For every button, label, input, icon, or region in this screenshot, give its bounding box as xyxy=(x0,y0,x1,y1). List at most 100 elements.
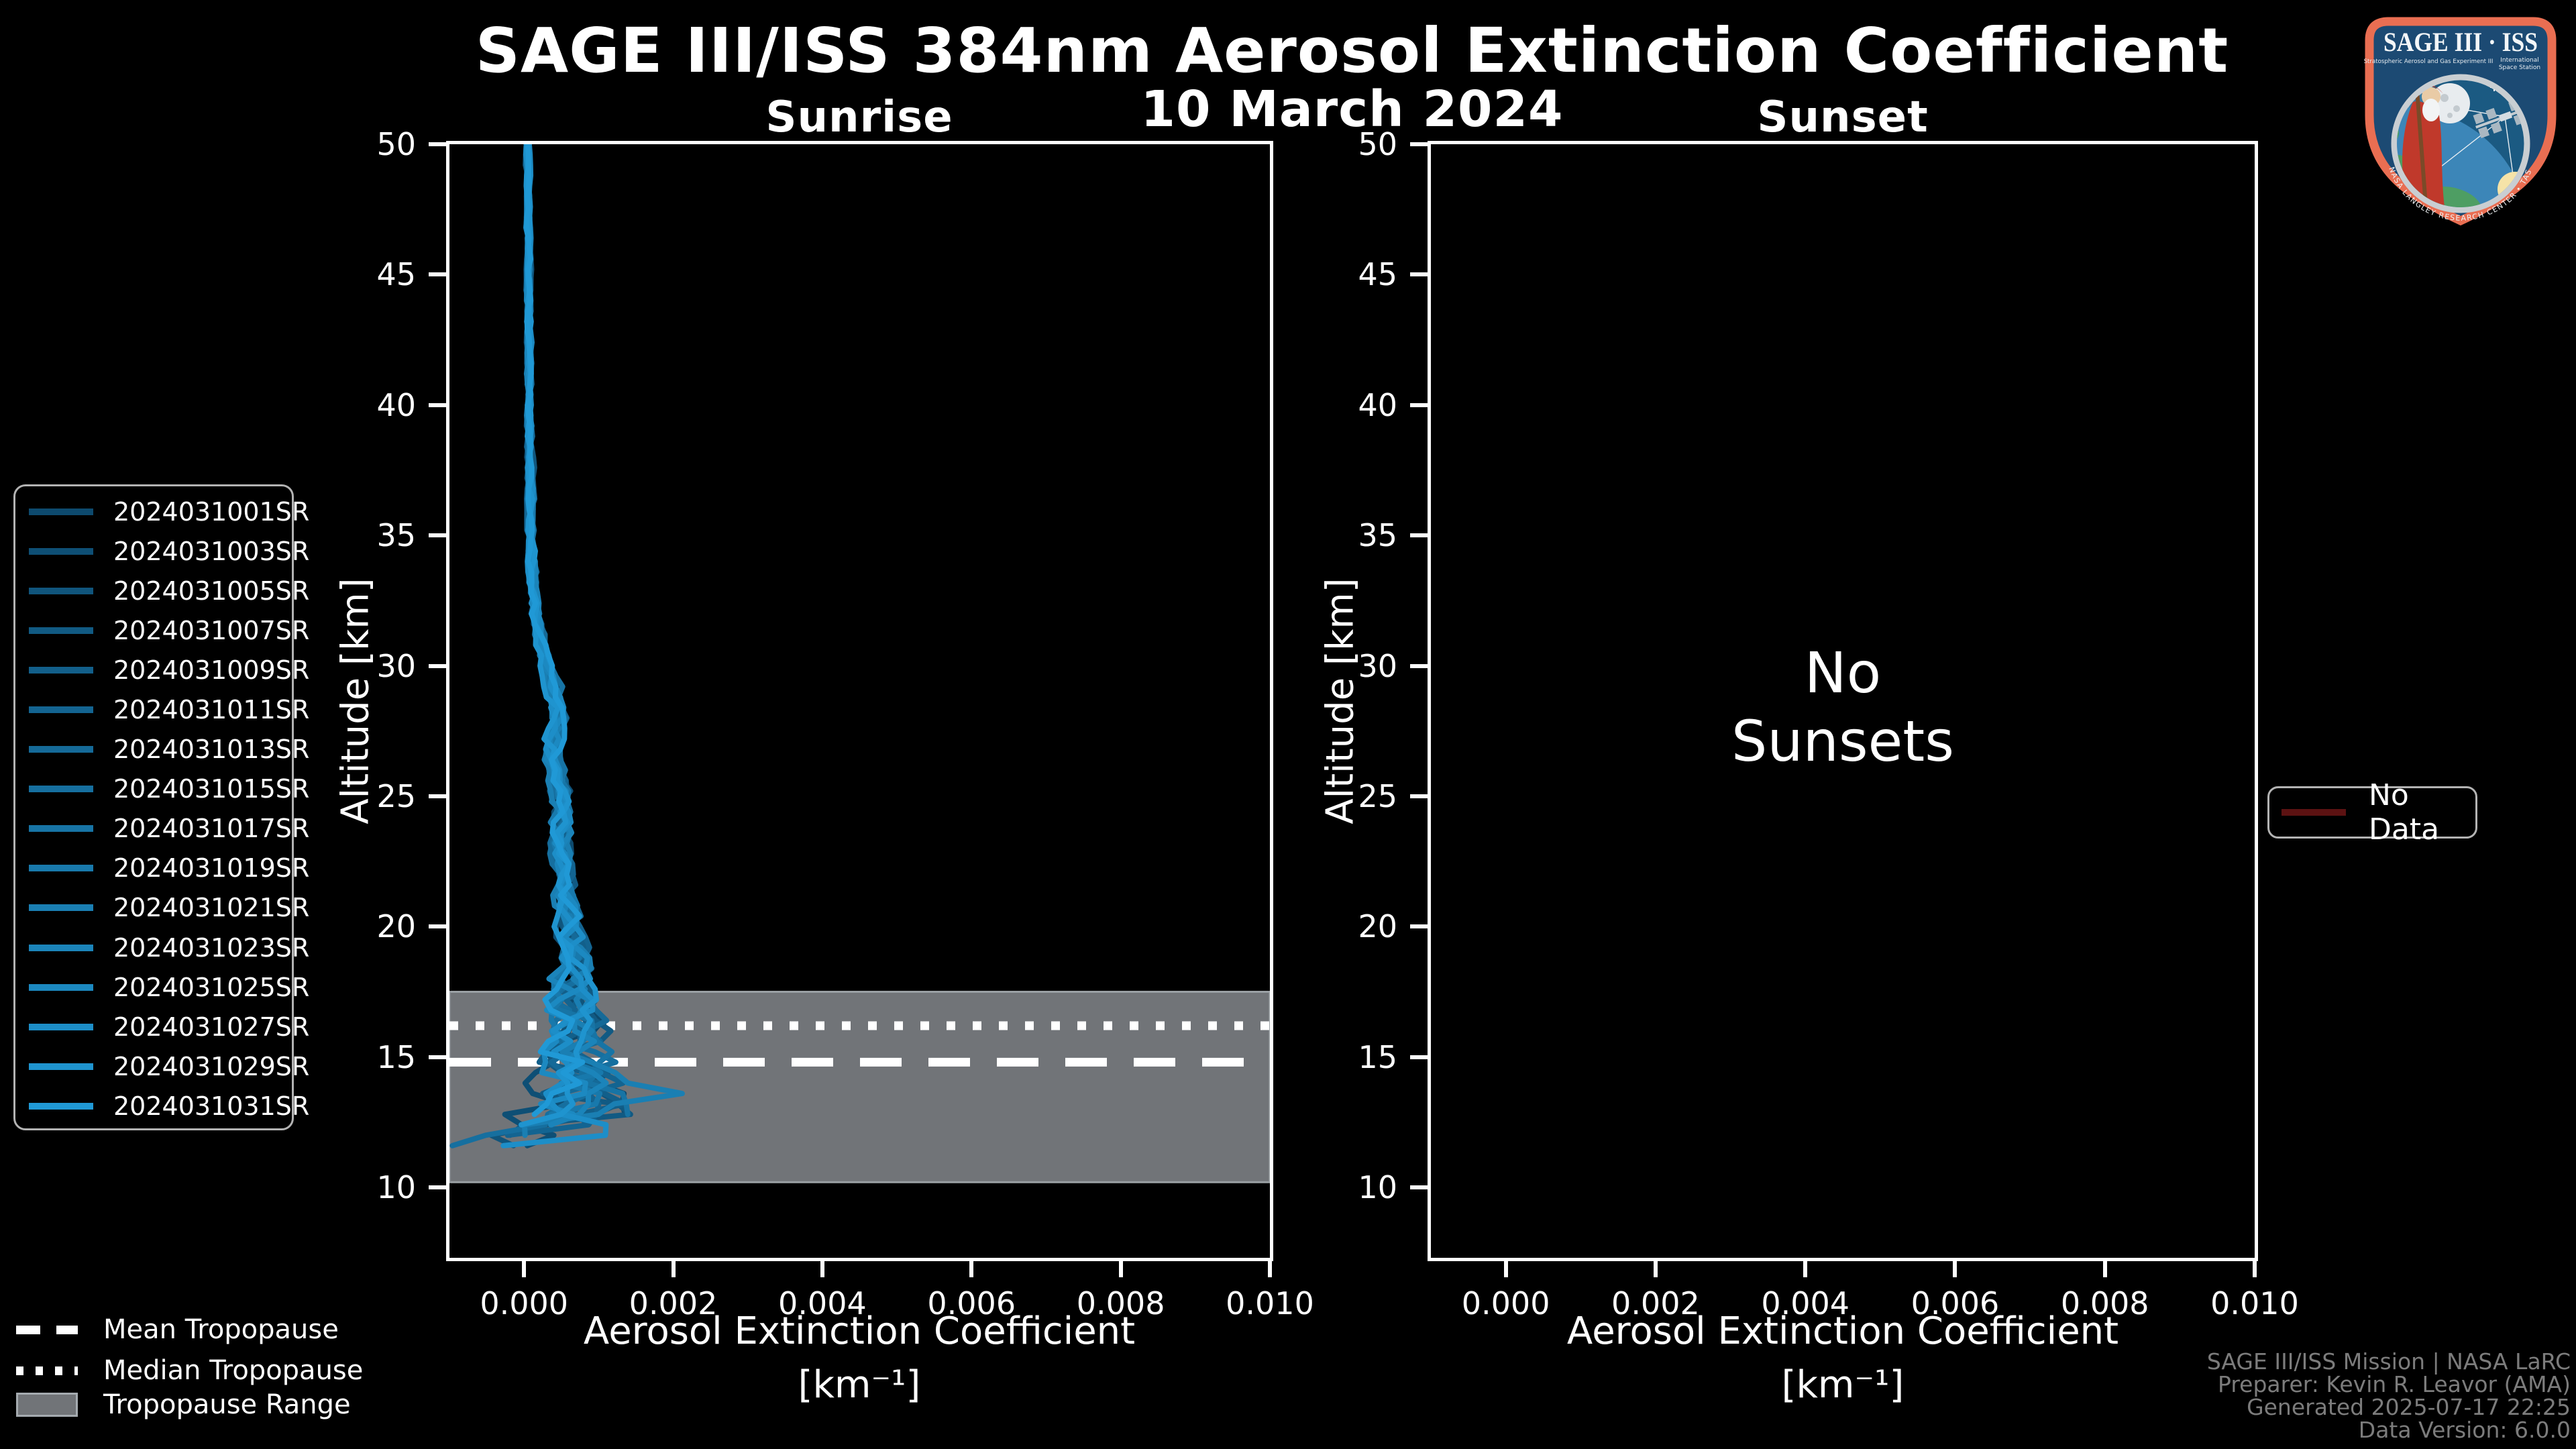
y-axis-tick-label: 40 xyxy=(376,386,416,423)
y-axis-tick xyxy=(1410,272,1428,277)
no-sunsets-message: No Sunsets xyxy=(1642,639,2044,775)
legend-line-swatch xyxy=(29,786,93,793)
legend-item: 2024031029SR xyxy=(15,1046,309,1086)
x-axis-tick xyxy=(1803,1261,1808,1277)
legend-event-label: 2024031011SR xyxy=(113,695,310,725)
tropopause-range-swatch xyxy=(16,1393,78,1417)
legend-item: 2024031011SR xyxy=(15,690,309,729)
legend-event-label: 2024031029SR xyxy=(113,1051,310,1081)
extinction-profile-2024031031SR xyxy=(524,144,586,1118)
legend-item: 2024031025SR xyxy=(15,967,309,1007)
x-axis-tick-label: 0.002 xyxy=(1611,1285,1700,1322)
legend-event-label: 2024031003SR xyxy=(113,536,310,566)
no-sunsets-line2: Sunsets xyxy=(1731,708,1954,774)
legend-event-label: 2024031007SR xyxy=(113,615,310,645)
legend-item: 2024031021SR xyxy=(15,888,309,928)
x-axis-tick xyxy=(969,1261,974,1277)
logo-moon-crater-2 xyxy=(2453,105,2460,112)
legend-item: 2024031003SR xyxy=(15,531,309,571)
y-axis-tick-label: 25 xyxy=(1358,777,1397,814)
x-axis-tick-label: 0.000 xyxy=(1461,1285,1550,1322)
legend-line-swatch xyxy=(29,865,93,872)
x-axis-tick xyxy=(1268,1261,1272,1277)
y-axis-tick-label: 50 xyxy=(376,126,416,162)
legend-event-label: 2024031027SR xyxy=(113,1012,310,1042)
y-axis-tick-label: 10 xyxy=(1358,1169,1397,1206)
legend-item: 2024031017SR xyxy=(15,809,309,849)
legend-line-swatch xyxy=(29,666,93,674)
legend-event-label: 2024031005SR xyxy=(113,576,310,606)
page-title: SAGE III/ISS 384nm Aerosol Extinction Co… xyxy=(475,15,2229,87)
y-axis-tick-label: 50 xyxy=(1358,126,1397,162)
y-axis-tick-label: 40 xyxy=(1358,386,1397,423)
tropopause-range-legend-item: Tropopause Range xyxy=(16,1389,351,1420)
legend-event-label: 2024031013SR xyxy=(113,735,310,765)
y-axis-tick xyxy=(1410,533,1428,538)
no-sunsets-line1: No xyxy=(1804,640,1882,706)
no-data-line-swatch xyxy=(2282,809,2346,816)
x-axis-tick-label: 0.006 xyxy=(1911,1285,2000,1322)
y-axis-tick xyxy=(429,663,446,668)
y-axis-tick-label: 15 xyxy=(1358,1038,1397,1075)
legend-line-swatch xyxy=(29,1102,93,1110)
legend-event-label: 2024031021SR xyxy=(113,893,310,923)
y-axis-tick xyxy=(429,794,446,798)
x-axis-tick-label: 0.000 xyxy=(480,1285,569,1322)
x-axis-tick-label: 0.004 xyxy=(778,1285,867,1322)
y-axis-tick xyxy=(1410,402,1428,407)
x-axis-tick-label: 0.010 xyxy=(2210,1285,2299,1322)
y-axis-tick-label: 35 xyxy=(376,517,416,554)
y-axis-tick-label: 20 xyxy=(1358,908,1397,945)
footer-data-version: Data Version: 6.0.0 xyxy=(2358,1417,2571,1443)
legend-item: 2024031023SR xyxy=(15,928,309,967)
median-tropopause-dotted-swatch xyxy=(16,1366,78,1375)
legend-event-label: 2024031031SR xyxy=(113,1091,310,1121)
legend-item: 2024031013SR xyxy=(15,730,309,769)
legend-item: 2024031031SR xyxy=(15,1086,309,1126)
x-axis-tick xyxy=(1503,1261,1508,1277)
legend-item: 2024031009SR xyxy=(15,650,309,690)
x-axis-tick xyxy=(522,1261,527,1277)
legend-line-swatch xyxy=(29,746,93,753)
x-axis-tick-label: 0.008 xyxy=(1076,1285,1165,1322)
y-axis-tick-label: 45 xyxy=(376,256,416,293)
legend-line-swatch xyxy=(29,587,93,594)
x-axis-tick xyxy=(1118,1261,1123,1277)
median-tropopause-label: Median Tropopause xyxy=(103,1355,364,1386)
legend-event-label: 2024031009SR xyxy=(113,655,310,685)
y-axis-tick-label: 20 xyxy=(376,908,416,945)
y-axis-tick-label: 10 xyxy=(376,1169,416,1206)
sunset-x-axis-label: Aerosol Extinction Coefficient xyxy=(1566,1309,2119,1353)
sunset-x-axis-units: [km⁻¹] xyxy=(1781,1363,1904,1407)
footer-generated: Generated 2025-07-17 22:25 xyxy=(2247,1394,2571,1420)
x-axis-tick-label: 0.002 xyxy=(629,1285,718,1322)
legend-line-swatch xyxy=(29,904,93,912)
y-axis-tick xyxy=(429,1055,446,1059)
y-axis-tick xyxy=(429,924,446,929)
legend-event-label: 2024031017SR xyxy=(113,814,310,844)
date-subtitle: 10 March 2024 xyxy=(1140,80,1564,138)
sunrise-plot-area xyxy=(449,144,1270,1183)
footer-mission: SAGE III/ISS Mission | NASA LaRC xyxy=(2206,1348,2571,1375)
legend-item: 2024031015SR xyxy=(15,769,309,809)
x-axis-tick xyxy=(2102,1261,2107,1277)
x-axis-tick-label: 0.010 xyxy=(1226,1285,1314,1322)
sunrise-panel-title: Sunrise xyxy=(765,93,953,142)
y-axis-tick xyxy=(1410,663,1428,668)
legend-line-swatch xyxy=(29,547,93,555)
y-axis-tick xyxy=(1410,924,1428,929)
y-axis-tick xyxy=(1410,794,1428,798)
legend-event-label: 2024031025SR xyxy=(113,972,310,1002)
legend-event-label: 2024031023SR xyxy=(113,932,310,963)
logo-subtitle-right-1: International xyxy=(2500,57,2538,64)
y-axis-tick xyxy=(1410,1185,1428,1190)
footer-preparer: Preparer: Kevin R. Leavor (AMA) xyxy=(2218,1371,2571,1397)
y-axis-tick-label: 45 xyxy=(1358,256,1397,293)
logo-moon-crater-1 xyxy=(2440,94,2449,102)
legend-line-swatch xyxy=(29,627,93,634)
legend-line-swatch xyxy=(29,825,93,833)
tropopause-range-label: Tropopause Range xyxy=(103,1389,351,1420)
legend-line-swatch xyxy=(29,1063,93,1070)
y-axis-tick xyxy=(429,272,446,277)
